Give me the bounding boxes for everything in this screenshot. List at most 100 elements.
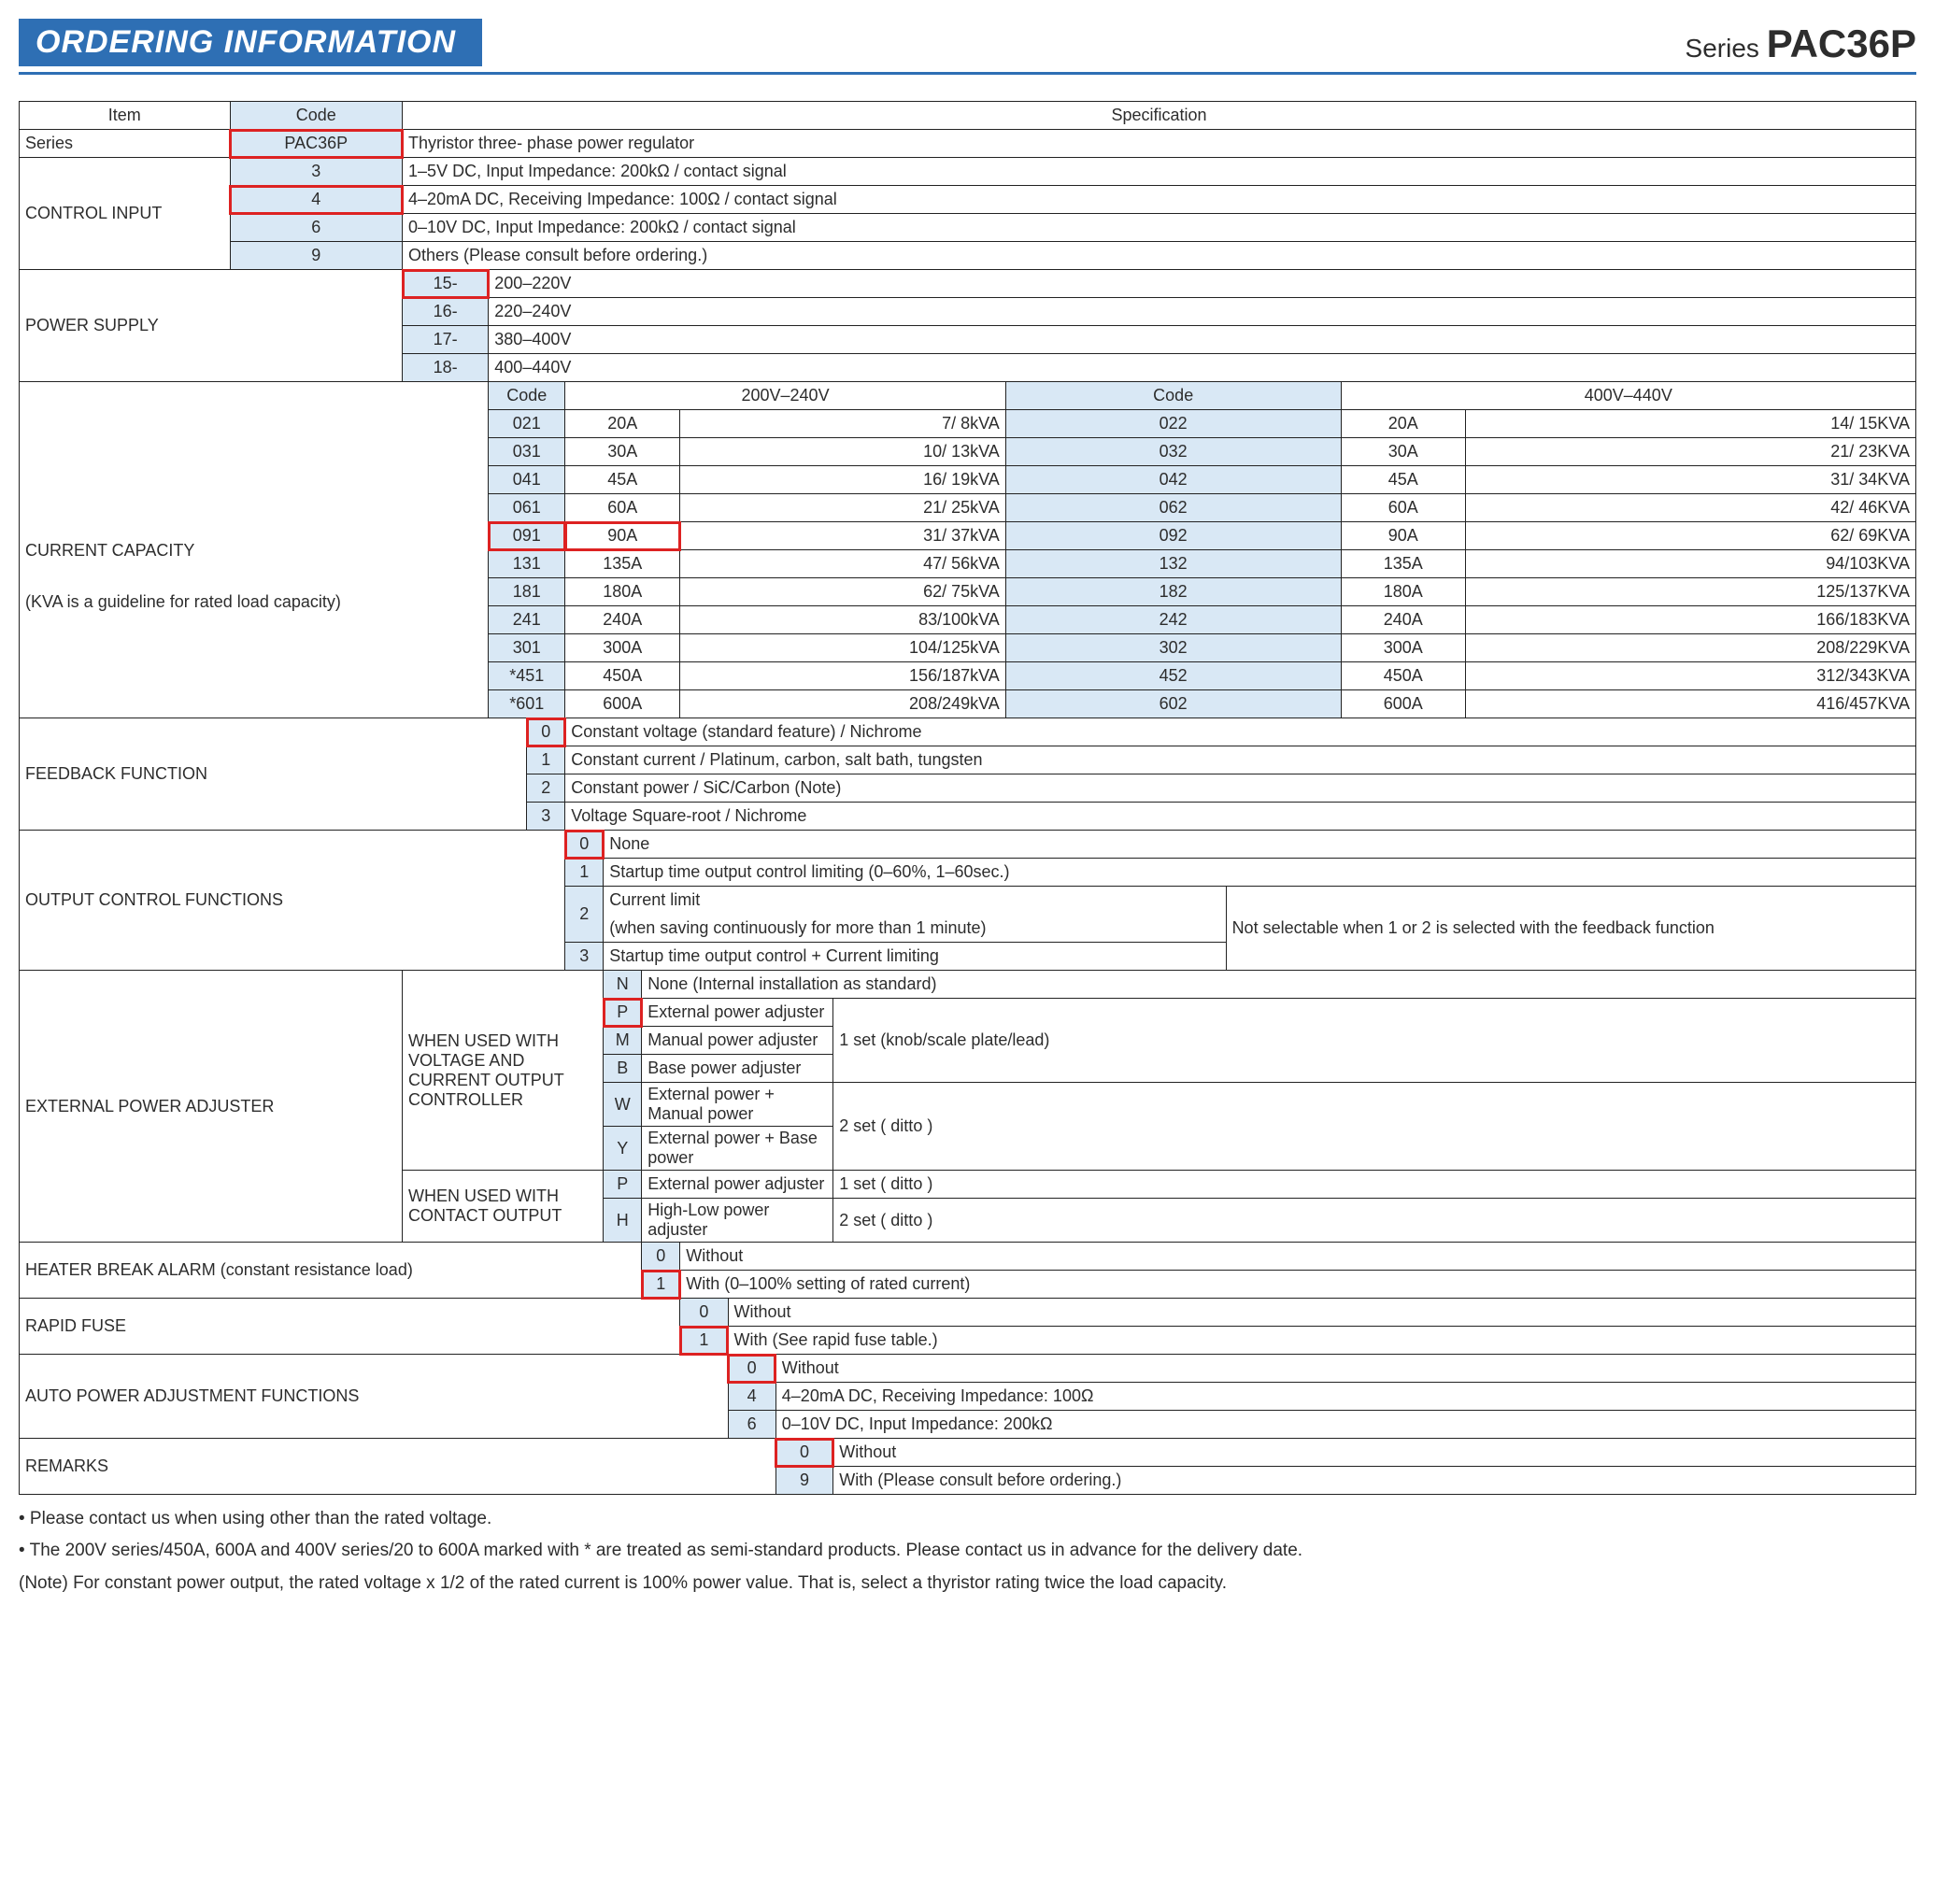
cc-kva1: 156/187kVA xyxy=(680,662,1006,690)
control-input-spec: 1–5V DC, Input Impedance: 200kΩ / contac… xyxy=(403,158,1916,186)
cc-kva2: 312/343KVA xyxy=(1465,662,1915,690)
heater-break-row: HEATER BREAK ALARM (constant resistance … xyxy=(20,1243,1916,1271)
oc-spec: Current limit xyxy=(604,887,1226,915)
ep-note: 2 set ( ditto ) xyxy=(833,1199,1916,1243)
oc-code: 1 xyxy=(565,859,604,887)
series-row: Series PAC36P Thyristor three- phase pow… xyxy=(20,130,1916,158)
feedback-spec: Constant voltage (standard feature) / Ni… xyxy=(565,718,1916,746)
external-power-group2-label: WHEN USED WITHCONTACT OUTPUT xyxy=(403,1171,604,1243)
cc-code1: 031 xyxy=(489,438,565,466)
ap-spec: 0–10V DC, Input Impedance: 200kΩ xyxy=(775,1411,1915,1439)
cc-kva1: 21/ 25kVA xyxy=(680,494,1006,522)
ep-spec: Manual power adjuster xyxy=(642,1027,833,1055)
cc-code2: 062 xyxy=(1005,494,1341,522)
footnote-line: (Note) For constant power output, the ra… xyxy=(19,1569,1916,1599)
ep-spec: External power adjuster xyxy=(642,999,833,1027)
control-input-row: 44–20mA DC, Receiving Impedance: 100Ω / … xyxy=(20,186,1916,214)
ap-spec: Without xyxy=(775,1355,1915,1383)
rem-code: 9 xyxy=(775,1467,833,1495)
ep-note: 1 set ( ditto ) xyxy=(833,1171,1916,1199)
cc-amp1: 450A xyxy=(565,662,680,690)
cc-amp1: 240A xyxy=(565,606,680,634)
head-code: Code xyxy=(230,102,403,130)
series-spec: Thyristor three- phase power regulator xyxy=(403,130,1916,158)
hb-spec: With (0–100% setting of rated current) xyxy=(680,1271,1916,1299)
ap-spec: 4–20mA DC, Receiving Impedance: 100Ω xyxy=(775,1383,1915,1411)
cc-kva2: 31/ 34KVA xyxy=(1465,466,1915,494)
cc-amp2: 135A xyxy=(1341,550,1465,578)
auto-power-row: AUTO POWER ADJUSTMENT FUNCTIONS0Without xyxy=(20,1355,1916,1383)
series-label: Series PAC36P xyxy=(1686,21,1916,66)
cc-head-v400: 400V–440V xyxy=(1341,382,1915,410)
head-spec: Specification xyxy=(403,102,1916,130)
ep-code: W xyxy=(604,1083,642,1127)
control-input-code: 4 xyxy=(230,186,403,214)
table-head-row: Item Code Specification xyxy=(20,102,1916,130)
ep-spec: External power + Base power xyxy=(642,1127,833,1171)
cc-kva1: 208/249kVA xyxy=(680,690,1006,718)
cc-kva1: 31/ 37kVA xyxy=(680,522,1006,550)
cc-code2: 032 xyxy=(1005,438,1341,466)
oc-spec: None xyxy=(604,831,1916,859)
rf-code: 1 xyxy=(680,1327,728,1355)
cc-kva1: 47/ 56kVA xyxy=(680,550,1006,578)
footnote-line: • The 200V series/450A, 600A and 400V se… xyxy=(19,1536,1916,1566)
ep-spec: None (Internal installation as standard) xyxy=(642,971,1916,999)
control-input-code: 6 xyxy=(230,214,403,242)
control-input-label: CONTROL INPUT xyxy=(20,158,231,270)
external-power-group1-label: WHEN USED WITHVOLTAGE ANDCURRENT OUTPUTC… xyxy=(403,971,604,1171)
cc-head-code2: Code xyxy=(1005,382,1341,410)
rf-spec: With (See rapid fuse table.) xyxy=(728,1327,1915,1355)
ep-note: 2 set ( ditto ) xyxy=(833,1083,1916,1171)
cc-code1: 091 xyxy=(489,522,565,550)
current-capacity-label: CURRENT CAPACITY(KVA is a guideline for … xyxy=(20,382,489,718)
cc-amp1: 135A xyxy=(565,550,680,578)
cc-amp2: 450A xyxy=(1341,662,1465,690)
cc-amp1: 45A xyxy=(565,466,680,494)
oc-code: 3 xyxy=(565,943,604,971)
cc-code1: 041 xyxy=(489,466,565,494)
series-model: PAC36P xyxy=(1767,21,1916,65)
cc-code2: 042 xyxy=(1005,466,1341,494)
external-power-label: EXTERNAL POWER ADJUSTER xyxy=(20,971,403,1243)
cc-head-v200: 200V–240V xyxy=(565,382,1006,410)
ep-code: B xyxy=(604,1055,642,1083)
feedback-code: 1 xyxy=(527,746,565,774)
power-supply-label: POWER SUPPLY xyxy=(20,270,403,382)
cc-code1: 241 xyxy=(489,606,565,634)
cc-code2: 302 xyxy=(1005,634,1341,662)
cc-amp1: 300A xyxy=(565,634,680,662)
cc-kva1: 16/ 19kVA xyxy=(680,466,1006,494)
power-supply-code: 17- xyxy=(403,326,489,354)
auto-power-label: AUTO POWER ADJUSTMENT FUNCTIONS xyxy=(20,1355,729,1439)
oc-code: 2 xyxy=(565,887,604,943)
feedback-label: FEEDBACK FUNCTION xyxy=(20,718,527,831)
cc-amp1: 90A xyxy=(565,522,680,550)
feedback-spec: Constant power / SiC/Carbon (Note) xyxy=(565,774,1916,803)
ap-code: 6 xyxy=(728,1411,775,1439)
output-control-row: OUTPUT CONTROL FUNCTIONS0None xyxy=(20,831,1916,859)
cc-code1: *451 xyxy=(489,662,565,690)
cc-amp1: 600A xyxy=(565,690,680,718)
ep-code: H xyxy=(604,1199,642,1243)
cc-kva1: 62/ 75kVA xyxy=(680,578,1006,606)
feedback-code: 3 xyxy=(527,803,565,831)
feedback-spec: Constant current / Platinum, carbon, sal… xyxy=(565,746,1916,774)
cc-kva1: 10/ 13kVA xyxy=(680,438,1006,466)
ordering-table: Item Code Specification Series PAC36P Th… xyxy=(19,101,1916,1495)
cc-kva1: 104/125kVA xyxy=(680,634,1006,662)
cc-code2: 182 xyxy=(1005,578,1341,606)
cc-kva2: 166/183KVA xyxy=(1465,606,1915,634)
heater-break-label: HEATER BREAK ALARM (constant resistance … xyxy=(20,1243,642,1299)
cc-kva2: 42/ 46KVA xyxy=(1465,494,1915,522)
cc-amp2: 90A xyxy=(1341,522,1465,550)
power-supply-spec: 400–440V xyxy=(489,354,1916,382)
power-supply-spec: 380–400V xyxy=(489,326,1916,354)
rem-spec: With (Please consult before ordering.) xyxy=(833,1467,1916,1495)
oc-code: 0 xyxy=(565,831,604,859)
control-input-row: 9Others (Please consult before ordering.… xyxy=(20,242,1916,270)
cc-kva1: 7/ 8kVA xyxy=(680,410,1006,438)
divider xyxy=(19,72,1916,75)
oc-spec: (when saving continuously for more than … xyxy=(604,915,1226,943)
title-badge: ORDERING INFORMATION xyxy=(19,19,482,66)
